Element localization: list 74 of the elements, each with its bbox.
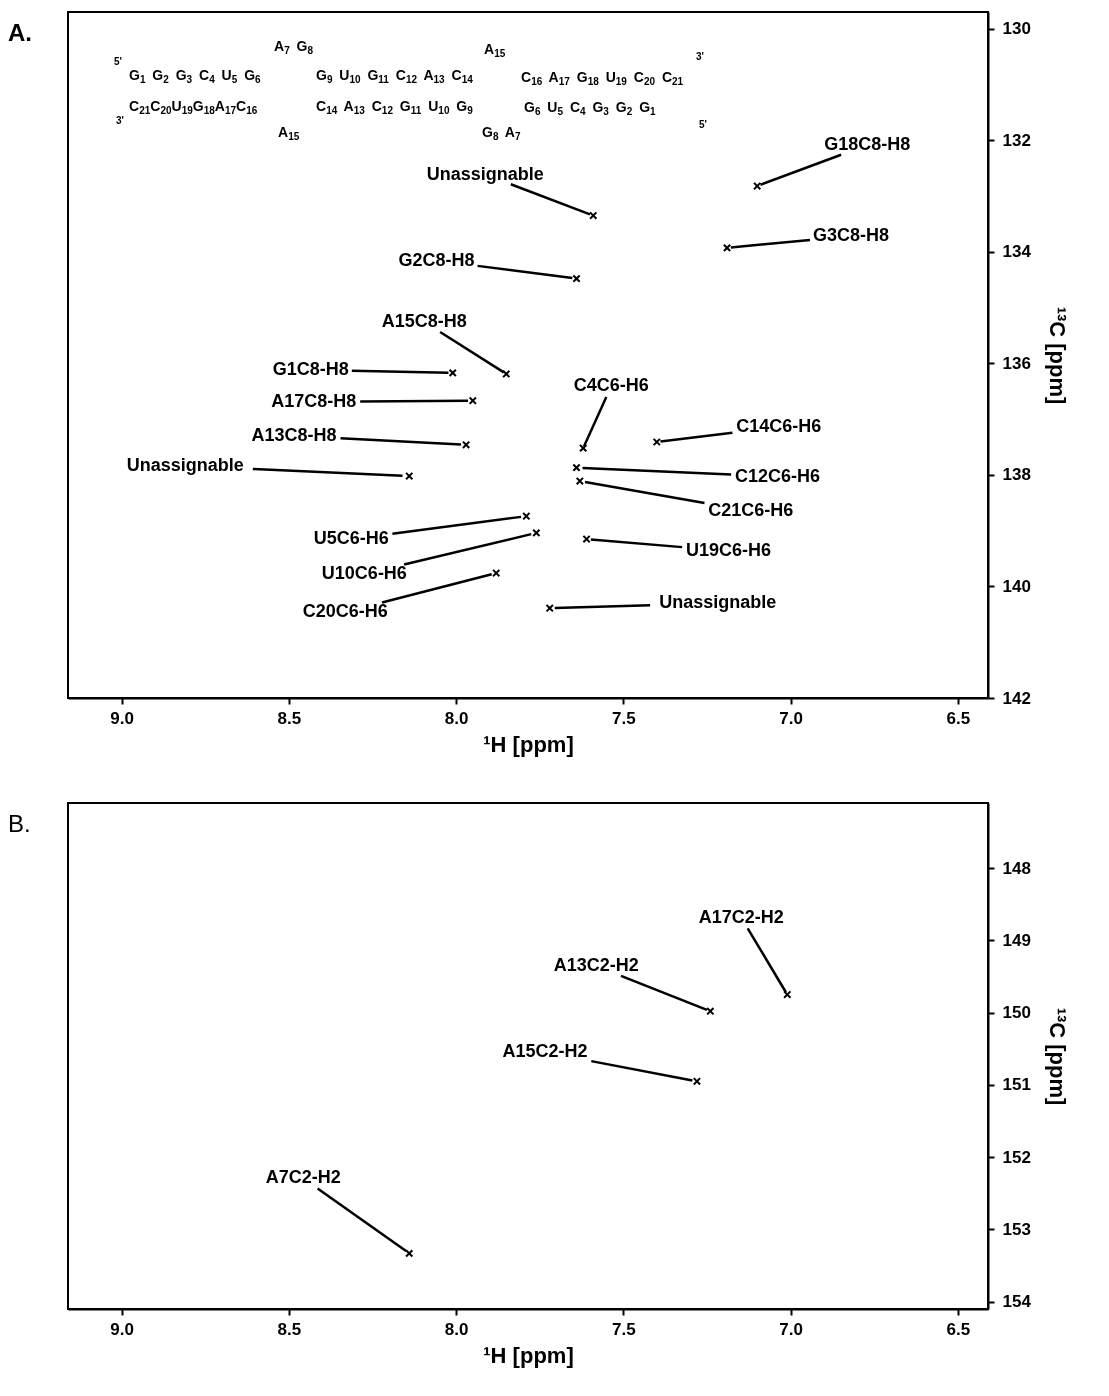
annotation: C21C6-H6 [708,500,794,521]
annotation: A17C8-H8 [271,390,357,411]
annotation: Unassignable [426,163,544,184]
annotation: C14C6-H6 [736,416,822,436]
annotation: G2C8-H8 [398,249,475,270]
annotation: 3' [696,51,704,62]
x-tick-label: 7.5 [612,1319,636,1339]
chart-title: B. [8,810,31,837]
x-tick-label: 6.5 [946,708,971,728]
x-axis-title: ¹H [ppm] [483,1342,574,1368]
y-tick-label: 151 [1002,1075,1031,1095]
text: C$_{21}$C$_{20}$U$_{19}$G$_{18}$A$_{17}$C$_{16}$ [129,98,258,116]
annotation: U19C6-H6 [686,540,772,561]
x-tick-label: 8.0 [444,708,469,728]
y-tick-label: 152 [1002,1147,1031,1167]
y-tick-label: 134 [1002,242,1032,262]
x-tick-label: 7.0 [779,1319,803,1339]
annotation: 3' [116,115,124,126]
point [572,463,581,472]
text: C$_{16}$ A$_{17}$ G$_{18}$ U$_{19}$ C$_{20}$ C$_{21}$ [521,69,684,87]
point [722,243,732,253]
x-tick-label: 8.5 [277,1319,302,1339]
chart-title: A. [8,19,32,46]
point [405,471,414,481]
x-tick-label: 7.5 [612,708,636,728]
y-axis-title: ¹³C [ppm] [1044,306,1070,405]
annotation: C20C6-H6 [302,601,388,622]
x-tick-label: 6.5 [946,1319,971,1339]
y-tick-label: 150 [1002,1003,1031,1023]
annotation: G18C8-H8 [824,134,911,155]
point [575,476,585,486]
y-tick-label: 136 [1002,353,1031,373]
annotation: Unassignable [659,592,777,613]
text: G$_{9}$ U$_{10}$ G$_{11}$ C$_{12}$ A$_{13}$ C$_{14}$ [316,67,473,85]
annotation: A$_{15}$ [484,41,506,59]
x-tick-label: 7.0 [779,708,803,728]
annotation: C4C6-H6 [573,375,649,396]
x-tick-label: 8.0 [444,1319,469,1339]
annotation: G3C8-H8 [813,224,890,245]
annotation: G1C8-H8 [272,358,349,379]
annotation: A7C2-H2 [265,1167,341,1188]
y-tick-label: 138 [1002,465,1031,485]
annotation: C12C6-H6 [734,465,821,486]
y-tick-label: 154 [1002,1292,1032,1312]
annotation: U5C6-H6 [313,528,389,549]
y-tick-label: 130 [1002,19,1031,39]
y-axis-title: ¹³C [ppm] [1044,1007,1070,1106]
text: C$_{14}$ A$_{13}$ C$_{12}$ G$_{11}$ U$_{10}$ G$_{9}$ [316,98,473,116]
y-tick-label: 142 [1002,688,1031,708]
annotation: A$_{15}$ [278,124,300,142]
annotation: A$_{7}$ G$_{8}$ [274,38,314,56]
x-tick-label: 9.0 [110,708,134,728]
annotation: Unassignable [126,455,244,476]
text: G$_{6}$ U$_{5}$ C$_{4}$ G$_{3}$ G$_{2}$ G$_{1}$ [524,99,656,117]
annotation: A13C8-H8 [251,424,337,445]
annotation: A13C2-H2 [553,955,639,976]
x-tick-label: 9.0 [110,1319,134,1339]
point [652,437,661,447]
annotation: A15C8-H8 [381,310,467,331]
annotation: A15C2-H2 [502,1041,588,1062]
y-tick-label: 148 [1002,858,1031,878]
x-axis-title: ¹H [ppm] [483,731,574,757]
annotation: U10C6-H6 [321,562,407,583]
y-tick-label: 140 [1002,576,1031,596]
text: G$_{1}$ G$_{2}$ G$_{3}$ C$_{4}$ U$_{5}$ G$_{6}$ [129,67,261,85]
annotation: 5' [699,119,707,130]
point [753,181,762,191]
y-tick-label: 132 [1002,130,1031,150]
x-tick-label: 8.5 [277,708,302,728]
annotation: G$_{8}$ A$_{7}$ [482,124,521,142]
y-tick-label: 153 [1002,1219,1031,1239]
annotation: A17C2-H2 [698,906,784,927]
annotation: 5' [114,56,122,67]
y-tick-label: 149 [1002,930,1031,950]
